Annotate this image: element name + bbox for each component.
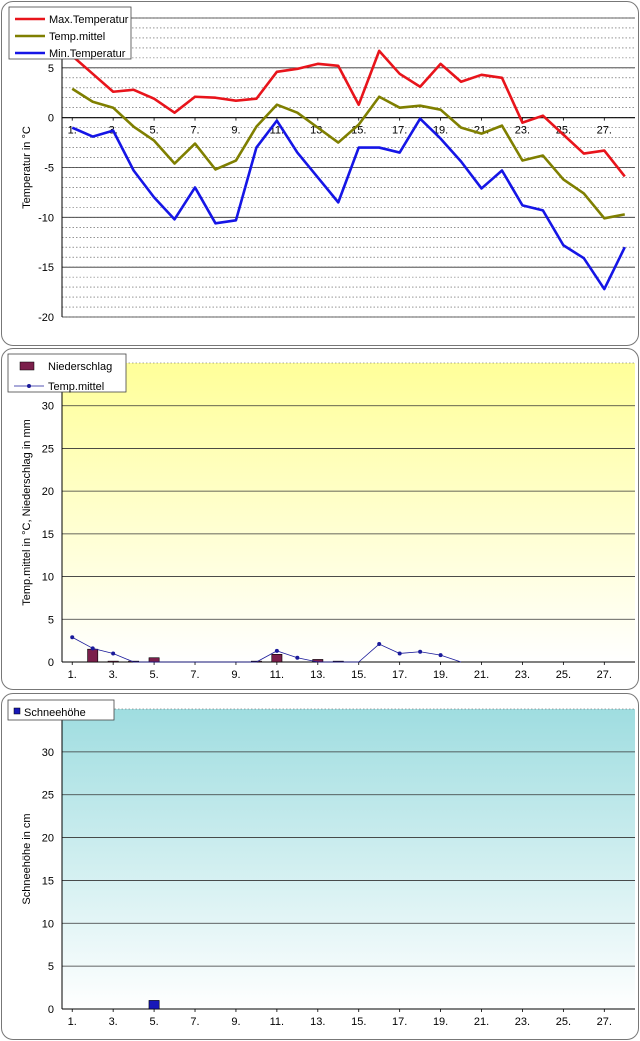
bar-niederschlag [271,654,283,663]
y-tick-label: -5 [44,163,54,175]
snow-depth-chart: 30 25 20 15 10 5 0 Schneehöhe in cm 1. 3. 5. 7. 9. 11… [7,699,635,1028]
data-point [377,642,382,647]
legend-box [7,699,115,721]
x-tick-label: 15. [351,1016,366,1028]
y-tick-label: -20 [38,312,54,324]
data-point [274,648,279,653]
x-tick-label: 5. [149,125,158,137]
x-tick-label: 5. [149,1016,158,1028]
x-tick-label: 25. [556,1016,571,1028]
y-tick-label: 0 [48,1004,54,1016]
line-series-1 [71,87,626,220]
x-tick-label: 17. [392,1016,407,1028]
x-tick-label: 3. [109,669,118,681]
x-tick-label: 21. [474,669,489,681]
precipitation-chart-panel: 30 25 20 15 10 5 0 Temp.mittel in °C, Niedersch… [1,348,639,690]
y-tick-label: 15 [42,875,54,887]
legend-swatch-box [13,707,21,715]
x-tick-label: 13. [310,125,325,137]
x-tick-label: 9. [231,669,240,681]
bar-niederschlag [87,648,99,663]
y-axis-label: Schneehöhe in cm [21,813,33,904]
x-tick-label: 1. [68,125,77,137]
legend-label: Temp.mittel [48,381,104,393]
y-axis-label: Temp.mittel in °C, Niederschlag in mm [21,419,33,606]
y-tick-label: 5 [48,961,54,973]
bar-niederschlag [148,657,160,663]
x-tick-label: 27. [597,1016,612,1028]
line-series-0 [71,49,626,178]
x-tick-label: 7. [190,1016,199,1028]
data-point [70,635,75,640]
x-tick-label: 27. [597,125,612,137]
x-tick-label: 13. [310,1016,325,1028]
line-temp-mittel [72,636,462,663]
plot-area [62,709,635,1009]
x-tick-label: 27. [597,669,612,681]
y-tick-label: -10 [38,212,54,224]
y-axis-label: Temperatur in °C [21,126,33,209]
data-point [90,646,95,651]
x-tick-label: 23. [515,669,530,681]
y-tick-label: 30 [42,401,54,413]
x-tick-label: 11. [270,1016,284,1028]
snow-chart-panel: 30 25 20 15 10 5 0 Schneehöhe in cm 1. 3. 5. 7. 9. 11… [1,693,639,1040]
data-point [295,655,300,660]
x-tick-label: 5. [149,669,158,681]
line-series-2 [71,117,626,291]
legend-label: Schneehöhe [24,707,86,719]
data-point [418,649,423,654]
x-tick-label: 21. [474,1016,489,1028]
x-tick-label: 17. [392,669,407,681]
precipitation-chart: 30 25 20 15 10 5 0 Temp.mittel in °C, Niedersch… [7,353,635,681]
y-tick-label: 5 [48,63,54,75]
y-tick-label: 20 [42,486,54,498]
x-tick-label: 9. [231,1016,240,1028]
y-tick-label: 25 [42,790,54,802]
x-tick-label: 9. [231,125,240,137]
x-tick-label: 1. [68,669,77,681]
y-tick-label: 15 [42,529,54,541]
bar-niederschlag [107,660,119,663]
data-point [111,651,116,656]
x-tick-label: 3. [109,1016,118,1028]
x-tick-label: 7. [190,125,199,137]
plot-area [62,363,635,662]
legend-box [8,6,132,60]
y-tick-label: 10 [42,918,54,930]
x-tick-label: 19. [433,1016,448,1028]
x-tick-label: 17. [392,125,407,137]
y-tick-label: 5 [48,614,54,626]
y-tick-label: -15 [38,262,54,274]
y-tick-label: 25 [42,443,54,455]
y-tick-label: 0 [48,657,54,669]
data-point [438,653,443,658]
legend-label: Temp.mittel [49,31,105,43]
y-tick-label: 0 [48,113,54,125]
x-tick-label: 11. [270,669,284,681]
bar-schneehöhe [148,1000,160,1010]
x-tick-label: 15. [351,669,366,681]
legend-label: Max.Temperatur [49,14,129,26]
x-tick-label: 23. [515,125,530,137]
x-tick-label: 25. [556,669,571,681]
x-tick-label: 1. [68,1016,77,1028]
legend-label: Min.Temperatur [49,48,126,60]
x-tick-label: 13. [310,669,325,681]
x-tick-label: 25. [556,125,571,137]
legend-swatch-box [19,361,35,371]
data-point [397,651,402,656]
x-tick-label: 7. [190,669,199,681]
legend-label: Niederschlag [48,361,112,373]
y-tick-label: 30 [42,747,54,759]
y-tick-label: 20 [42,833,54,845]
x-tick-label: 19. [433,669,448,681]
y-tick-label: 10 [42,572,54,584]
legend-swatch-marker [27,384,31,388]
x-tick-label: 23. [515,1016,530,1028]
